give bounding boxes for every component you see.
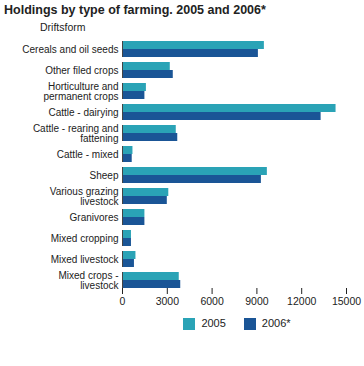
svg-text:Cattle - mixed: Cattle - mixed <box>57 149 119 160</box>
svg-text:Cereals and oil seeds: Cereals and oil seeds <box>22 44 118 55</box>
html-text:2005: 2005 <box>201 317 226 329</box>
svg-text:9000: 9000 <box>245 295 269 307</box>
svg-text:3000: 3000 <box>156 295 180 307</box>
html-text:Driftsform: Driftsform <box>40 21 86 33</box>
html-text:Holdings by type of farming. 2: Holdings by type of farming. 2005 and 20… <box>4 3 266 17</box>
svg-text:15000: 15000 <box>332 295 361 307</box>
svg-text:Cattle - rearing andfattening: Cattle - rearing andfattening <box>33 123 119 144</box>
svg-text:Mixed crops -livestock: Mixed crops -livestock <box>58 270 119 291</box>
svg-text:Other filed crops: Other filed crops <box>45 65 118 76</box>
svg-text:12000: 12000 <box>287 295 316 307</box>
svg-text:Mixed livestock: Mixed livestock <box>51 254 120 265</box>
svg-text:Horticulture andpermanent crop: Horticulture andpermanent crops <box>43 81 118 102</box>
svg-text:Sheep: Sheep <box>90 170 119 181</box>
svg-text:0: 0 <box>120 295 126 307</box>
svg-text:6000: 6000 <box>200 295 224 307</box>
html-text:2006*: 2006* <box>261 317 291 329</box>
svg-text:Granivores: Granivores <box>70 212 119 223</box>
svg-text:Cattle - dairying: Cattle - dairying <box>48 107 118 118</box>
svg-text:Various grazinglivestock: Various grazinglivestock <box>50 186 120 207</box>
svg-text:Mixed cropping: Mixed cropping <box>51 233 119 244</box>
